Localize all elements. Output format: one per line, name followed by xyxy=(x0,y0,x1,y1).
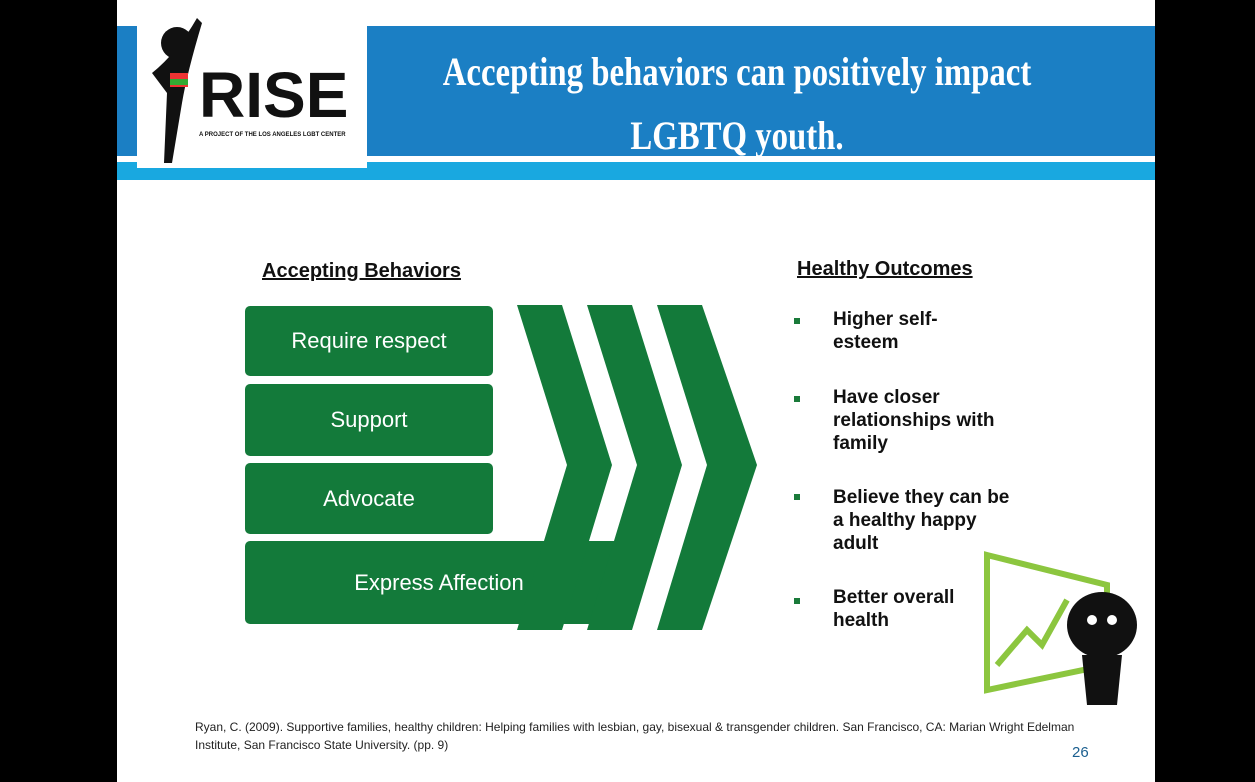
behavior-box: Support xyxy=(245,384,493,456)
chevrons xyxy=(512,300,762,640)
behavior-box: Advocate xyxy=(245,463,493,534)
right-heading: Healthy Outcomes xyxy=(797,258,973,281)
outcome: Have closer relationships with family xyxy=(833,386,1013,455)
page-number: 26 xyxy=(1072,744,1089,761)
illustration xyxy=(957,545,1157,715)
logo-figure xyxy=(142,13,202,163)
outcome: Higher self-esteem xyxy=(833,308,963,354)
bullet xyxy=(794,318,800,324)
logo-text: RISE xyxy=(199,58,348,132)
slide-title: Accepting behaviors can positively impac… xyxy=(434,40,1041,168)
bullet xyxy=(794,396,800,402)
logo-subtext: A PROJECT OF THE LOS ANGELES LGBT CENTER xyxy=(199,132,346,138)
citation: Ryan, C. (2009). Supportive families, he… xyxy=(195,718,1115,754)
page: RISE A PROJECT OF THE LOS ANGELES LGBT C… xyxy=(0,0,1255,782)
bullet xyxy=(794,494,800,500)
bullet xyxy=(794,598,800,604)
slide: RISE A PROJECT OF THE LOS ANGELES LGBT C… xyxy=(117,0,1155,782)
behavior-box: Require respect xyxy=(245,306,493,376)
outcome: Better overall health xyxy=(833,586,973,632)
left-heading: Accepting Behaviors xyxy=(262,260,461,283)
logo-area: RISE A PROJECT OF THE LOS ANGELES LGBT C… xyxy=(137,8,367,168)
